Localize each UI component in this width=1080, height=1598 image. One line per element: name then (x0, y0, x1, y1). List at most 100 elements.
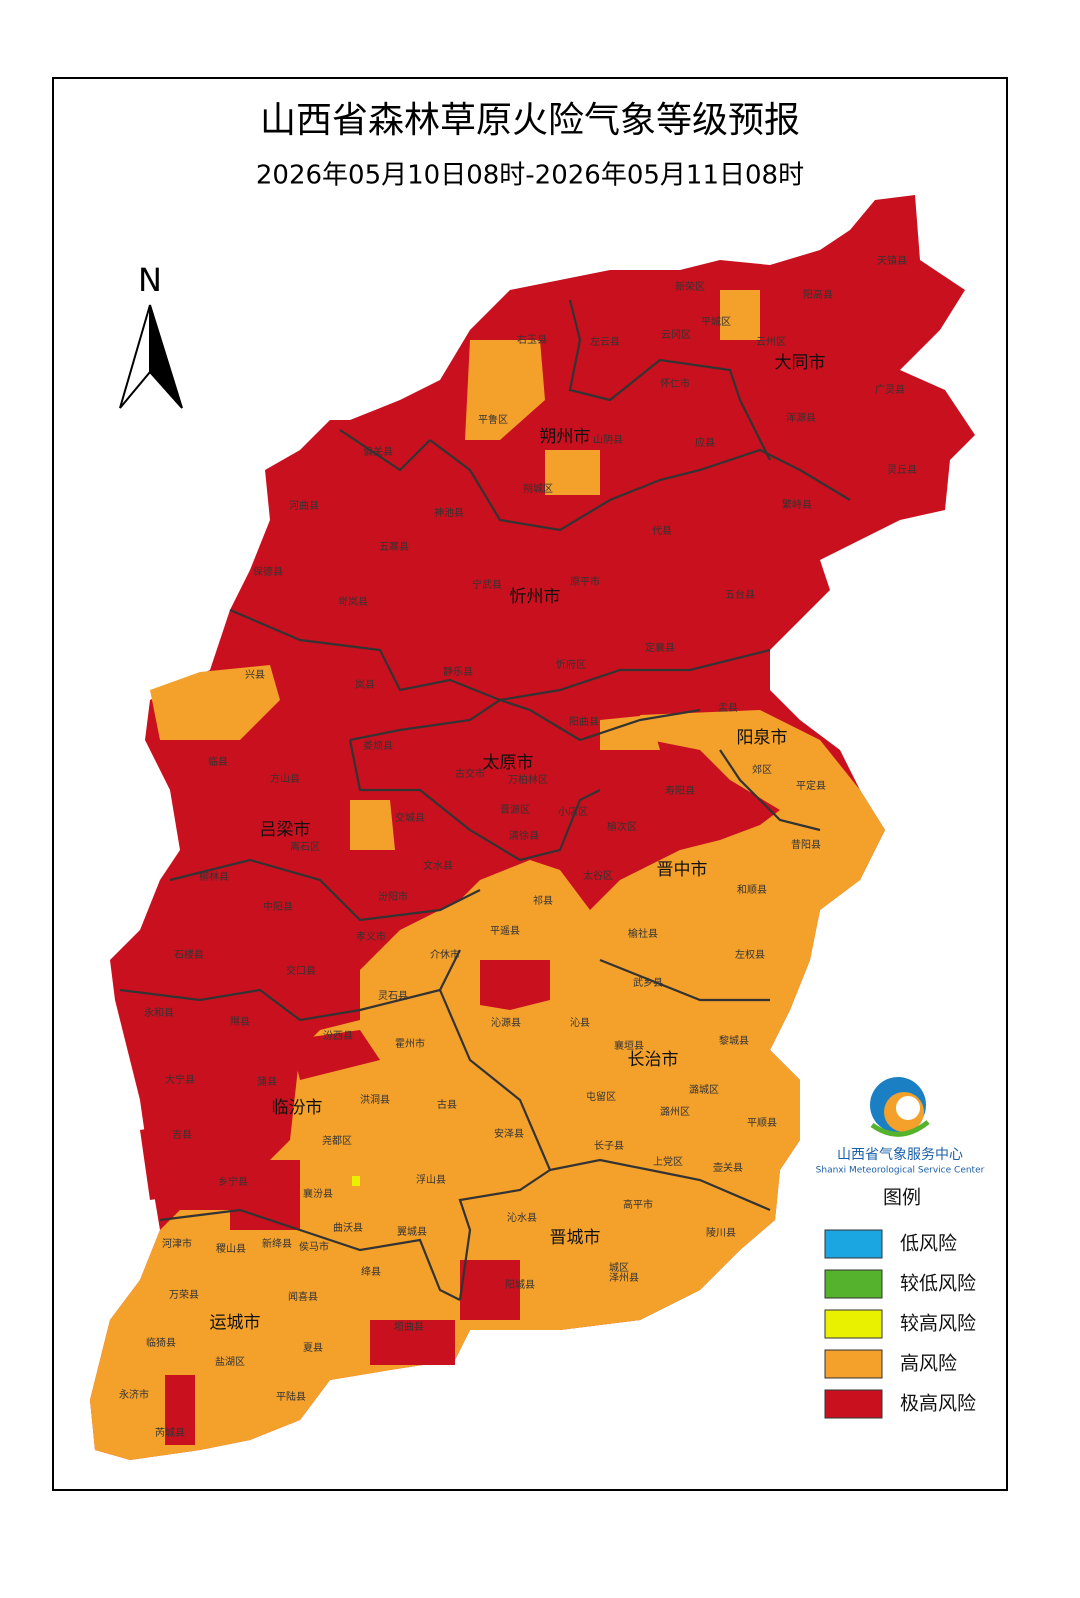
county-label: 平城区 (701, 316, 731, 328)
county-label: 永和县 (144, 1006, 174, 1019)
county-label: 繁峙县 (782, 498, 812, 511)
county-label: 晋源区 (500, 803, 530, 816)
city-label: 阳泉市 (737, 728, 788, 748)
north-label: N (138, 261, 162, 299)
legend-swatch (824, 1269, 883, 1299)
county-label: 盐湖区 (215, 1355, 245, 1368)
county-label: 新绛县 (262, 1237, 292, 1250)
county-label: 霍州市 (395, 1037, 425, 1050)
county-label: 平遥县 (490, 924, 520, 937)
county-label: 孝义市 (356, 930, 386, 943)
county-label: 方山县 (270, 772, 300, 785)
county-label: 临猗县 (146, 1336, 176, 1349)
county-label: 襄垣县 (614, 1039, 644, 1052)
county-label: 平鲁区 (478, 413, 508, 426)
county-label: 云冈区 (661, 329, 691, 341)
county-label: 介休市 (430, 948, 460, 961)
county-label: 大宁县 (165, 1073, 195, 1086)
county-label: 浮山县 (416, 1174, 446, 1186)
county-label: 上党区 (653, 1155, 683, 1168)
county-label: 古交市 (455, 767, 485, 780)
county-label: 五寨县 (379, 540, 409, 553)
county-label: 古县 (437, 1098, 457, 1111)
county-label: 榆社县 (628, 927, 658, 940)
city-label: 朔州市 (540, 427, 591, 447)
county-label: 闻喜县 (288, 1290, 318, 1303)
county-label: 侯马市 (299, 1240, 329, 1253)
county-label: 盂县 (718, 702, 738, 714)
county-label: 交城县 (395, 811, 425, 824)
county-label: 宁武县 (472, 578, 502, 591)
city-label: 晋中市 (657, 860, 708, 880)
county-label: 阳曲县 (569, 716, 599, 728)
risk-patch (352, 1176, 360, 1186)
county-label: 阳城县 (505, 1279, 535, 1291)
risk-patch (545, 450, 600, 495)
county-label: 昔阳县 (791, 839, 821, 851)
county-label: 潞城区 (689, 1083, 719, 1096)
county-label: 文水县 (423, 859, 453, 872)
org-name-en: Shanxi Meteorological Service Center (816, 1166, 985, 1176)
high-risk-area (90, 710, 885, 1460)
county-label: 壶关县 (713, 1161, 743, 1174)
county-label: 寿阳县 (665, 784, 695, 797)
county-label: 永济市 (119, 1388, 149, 1401)
county-label: 新荣区 (675, 280, 705, 293)
county-label: 垣曲县 (394, 1321, 424, 1333)
county-label: 汾西县 (323, 1030, 353, 1042)
county-label: 云州区 (756, 336, 786, 348)
legend-swatch (824, 1309, 883, 1339)
county-label: 离石区 (290, 840, 320, 853)
county-label: 交口县 (286, 964, 316, 977)
county-label: 沁县 (570, 1017, 590, 1029)
county-label: 祁县 (533, 894, 553, 907)
risk-patch (465, 340, 545, 440)
county-label: 保德县 (253, 565, 283, 578)
legend-label: 较高风险 (900, 1313, 976, 1335)
county-label: 隰县 (230, 1016, 250, 1028)
county-label: 岢岚县 (338, 596, 368, 608)
county-label: 平顺县 (747, 1117, 777, 1129)
county-label: 尧都区 (322, 1134, 352, 1147)
risk-patch (460, 1260, 520, 1320)
county-label: 清徐县 (509, 829, 539, 842)
county-label: 灵丘县 (887, 464, 917, 476)
county-label: 黎城县 (719, 1034, 749, 1047)
county-label: 稷山县 (216, 1243, 246, 1255)
county-label: 左权县 (735, 948, 765, 961)
city-label: 吕梁市 (260, 820, 311, 840)
county-label: 广灵县 (875, 384, 905, 396)
legend-swatch (824, 1229, 883, 1259)
county-label: 长子县 (594, 1140, 624, 1152)
county-label: 万荣县 (169, 1289, 199, 1301)
county-label: 灵石县 (378, 990, 408, 1002)
county-label: 高平市 (623, 1198, 653, 1211)
subtitle: 2026年05月10日08时-2026年05月11日08时 (256, 161, 804, 191)
risk-patch (370, 1320, 455, 1365)
county-label: 河曲县 (289, 500, 319, 512)
city-label: 临汾市 (272, 1098, 323, 1118)
county-label: 河津市 (162, 1237, 192, 1250)
county-label: 沁源县 (491, 1016, 521, 1029)
county-label: 怀仁市 (660, 377, 690, 390)
county-label: 泽州县 (609, 1272, 639, 1284)
county-label: 平陆县 (276, 1390, 306, 1403)
county-label: 岚县 (355, 679, 375, 691)
legend-swatch (824, 1349, 883, 1379)
county-label: 原平市 (570, 575, 600, 588)
city-label: 晋城市 (550, 1228, 601, 1248)
risk-patch (480, 960, 550, 1010)
county-label: 左云县 (590, 335, 620, 348)
county-label: 浑源县 (786, 411, 816, 424)
county-label: 中阳县 (263, 900, 293, 913)
map-base (90, 195, 975, 1460)
county-label: 天镇县 (877, 254, 907, 267)
county-label: 临县 (208, 755, 228, 768)
legend-label: 高风险 (900, 1353, 957, 1375)
logo (870, 1077, 930, 1137)
county-label: 襄汾县 (303, 1187, 333, 1200)
legend-swatch (824, 1389, 883, 1419)
county-label: 郊区 (752, 763, 772, 776)
county-label: 万柏林区 (508, 773, 548, 786)
